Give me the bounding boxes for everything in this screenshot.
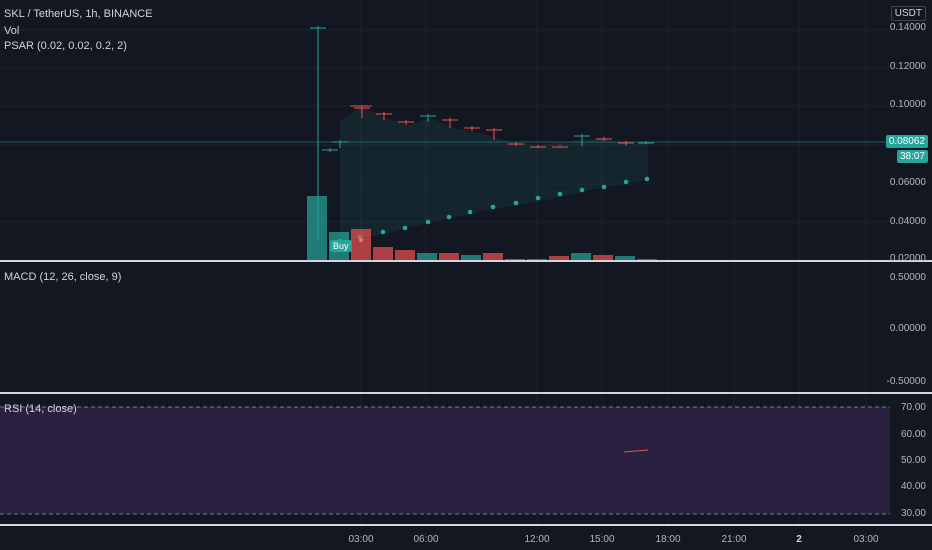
time-label: 03:00 <box>348 534 374 545</box>
time-label: 06:00 <box>413 534 439 545</box>
volume-bar <box>505 259 525 260</box>
pane-separator <box>0 260 932 262</box>
price-tick: 0.04000 <box>889 216 926 227</box>
pane-separator <box>0 392 932 394</box>
psar-dot <box>513 200 519 206</box>
time-label-day: 2 <box>796 534 802 545</box>
pane-separator <box>0 524 932 526</box>
price-tick: 0.10000 <box>889 99 926 110</box>
time-label: 15:00 <box>589 534 615 545</box>
volume-bar <box>549 256 569 260</box>
volume-bar <box>637 259 657 260</box>
price-tick: 0.14000 <box>889 22 926 33</box>
rsi-band <box>0 407 890 514</box>
rsi-tick: 50.00 <box>900 455 926 466</box>
psar-dot <box>380 229 386 235</box>
psar-dot <box>467 209 473 215</box>
psar-dot <box>535 195 541 201</box>
volume-bar <box>439 253 459 260</box>
volume-bar <box>527 259 547 260</box>
psar-dot <box>579 187 585 193</box>
volume-bar <box>373 247 393 260</box>
psar-dot <box>402 225 408 231</box>
rsi-tick: 70.00 <box>900 402 926 413</box>
macd-tick: 0.00000 <box>889 323 926 334</box>
psar-dot <box>425 219 431 225</box>
macd-tick: -0.50000 <box>886 376 926 387</box>
rsi-tick: 60.00 <box>900 429 926 440</box>
volume-bar <box>395 250 415 260</box>
rsi-tick: 30.00 <box>900 508 926 519</box>
volume-bar <box>351 229 371 260</box>
time-label: 12:00 <box>524 534 550 545</box>
price-tick: 0.06000 <box>889 177 926 188</box>
currency-label[interactable]: USDT <box>890 6 926 21</box>
psar-dot <box>601 184 607 190</box>
rsi-line <box>623 449 649 453</box>
last-price-badge: 0.08062 <box>885 135 928 148</box>
macd-legend[interactable]: MACD (12, 26, close, 9) <box>4 271 122 283</box>
psar-legend[interactable]: PSAR (0.02, 0.02, 0.2, 2) <box>4 40 127 52</box>
psar-dot <box>644 176 650 182</box>
psar-dot <box>446 214 452 220</box>
psar-dot <box>490 204 496 210</box>
volume-bar <box>593 255 613 260</box>
psar-area <box>340 106 648 241</box>
psar-dot <box>623 179 629 185</box>
psar-dot <box>557 191 563 197</box>
time-label: 21:00 <box>721 534 747 545</box>
volume-bar <box>483 253 503 260</box>
volume-bar <box>461 255 481 260</box>
volume-bar <box>417 253 437 260</box>
price-tick: 0.12000 <box>889 61 926 72</box>
macd-tick: 0.50000 <box>889 272 926 283</box>
time-label: 18:00 <box>655 534 681 545</box>
buy-signal-label[interactable]: Buy <box>330 240 352 252</box>
rsi-tick: 40.00 <box>900 481 926 492</box>
volume-bar <box>307 196 327 260</box>
symbol-title[interactable]: SKL / TetherUS, 1h, BINANCE <box>4 8 153 20</box>
rsi-legend[interactable]: RSI (14, close) <box>4 403 77 415</box>
volume-bar <box>571 253 591 260</box>
volume-bar <box>615 256 635 260</box>
time-label: 03:00 <box>853 534 879 545</box>
volume-legend[interactable]: Vol <box>4 25 20 37</box>
countdown-badge: 38:07 <box>896 150 928 163</box>
price-tick: 0.02000 <box>889 253 926 264</box>
